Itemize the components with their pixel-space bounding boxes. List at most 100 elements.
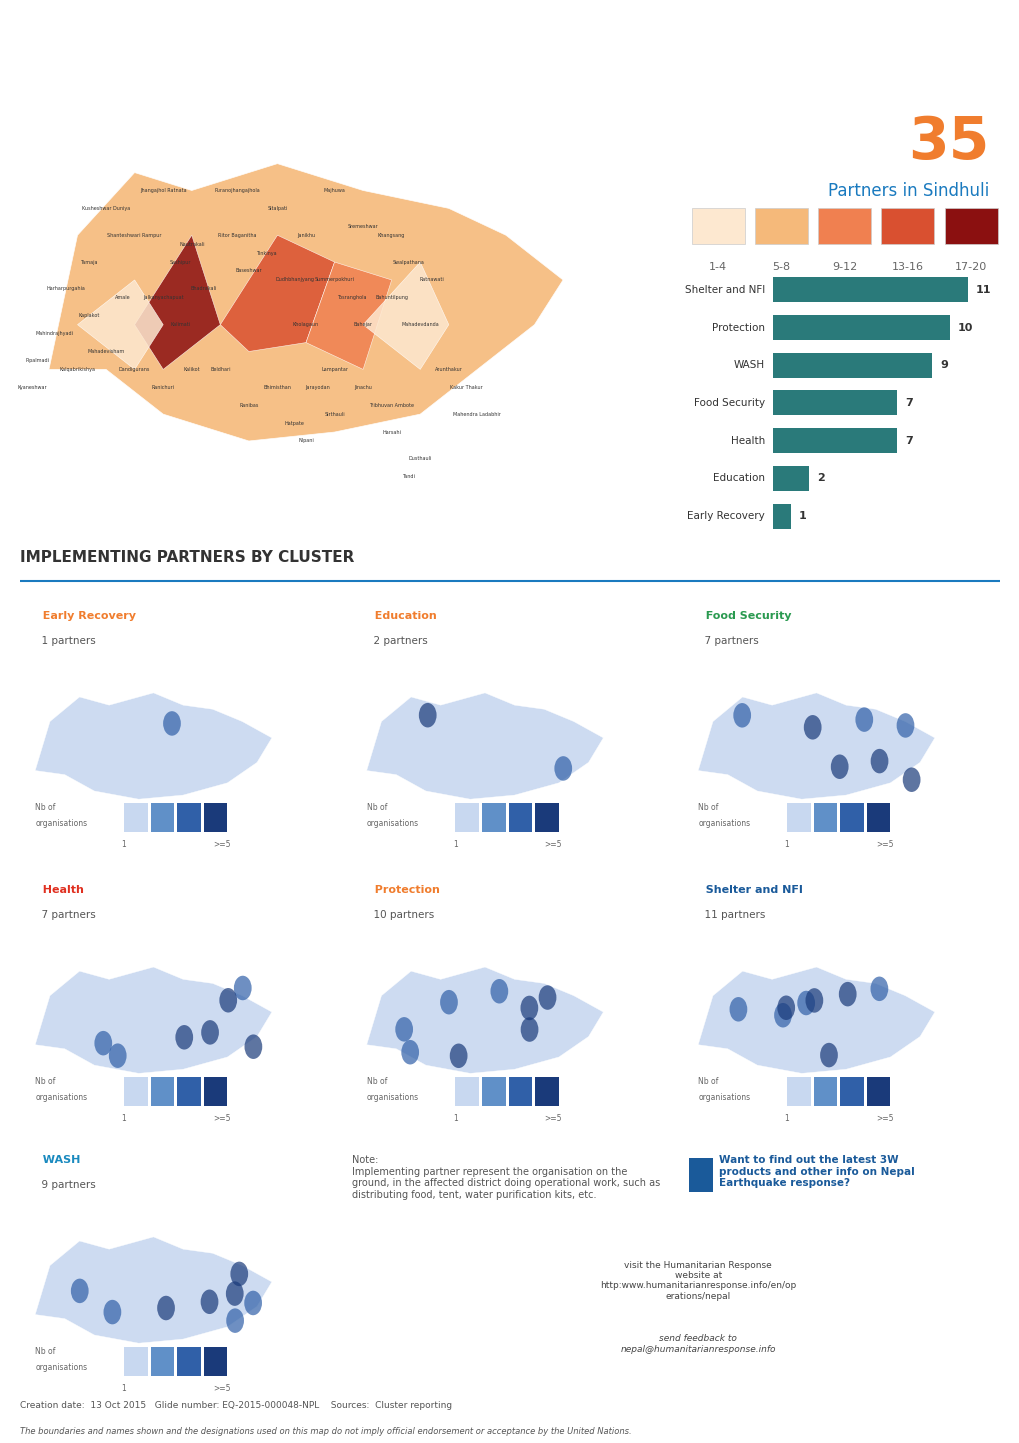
Bar [866,804,890,831]
Bar [772,277,967,303]
Text: 1: 1 [121,840,126,848]
Text: Tosranghola: Tosranghola [336,296,366,300]
Polygon shape [135,235,220,369]
Bar [124,1348,148,1377]
Text: >=5: >=5 [213,1114,230,1123]
Circle shape [219,988,236,1013]
Text: Education: Education [712,473,764,483]
Bar [772,315,949,341]
Bar [772,391,896,416]
Text: Mahadevisham: Mahadevisham [88,349,124,354]
Text: 1: 1 [452,840,458,848]
Circle shape [201,1020,219,1045]
Text: Sirthauli: Sirthauli [324,411,344,417]
Text: Kyaneshwar: Kyaneshwar [17,385,47,390]
Bar [772,352,931,378]
Text: 1: 1 [452,1114,458,1123]
Bar [787,804,810,831]
Bar [177,1078,201,1105]
Bar [151,804,174,831]
Bar [151,1348,174,1377]
Text: 35: 35 [907,114,988,172]
Text: Health: Health [35,885,84,895]
Text: Bahejar: Bahejar [354,322,372,328]
Circle shape [733,703,750,727]
Text: Janikhu: Janikhu [297,232,315,238]
Bar [840,1078,863,1105]
Text: 7: 7 [904,398,912,408]
Text: 11 partners: 11 partners [698,911,765,919]
Text: Ranichuri: Ranichuri [152,385,174,390]
Text: Nb of: Nb of [698,1076,717,1087]
Text: Nb of: Nb of [35,802,55,812]
Text: WASH: WASH [35,1154,81,1165]
Polygon shape [35,967,271,1074]
Bar [204,804,227,831]
Text: Dandigurans: Dandigurans [119,367,150,372]
Circle shape [773,1003,791,1027]
Text: Kholagaun: Kholagaun [292,322,319,328]
Text: Nb of: Nb of [367,802,386,812]
Bar [124,804,148,831]
Text: 1: 1 [121,1114,126,1123]
Circle shape [230,1261,248,1286]
Text: Ritor Baganitha: Ritor Baganitha [218,232,257,238]
Text: Jalkanyachapuat: Jalkanyachapuat [143,296,183,300]
Text: 7: 7 [904,436,912,446]
Text: Protection: Protection [367,885,439,895]
Text: Kalimati: Kalimati [170,322,191,328]
Text: 17-20: 17-20 [954,263,986,273]
Text: Beldhari: Beldhari [210,367,230,372]
Polygon shape [698,967,933,1074]
Text: Kalikot: Kalikot [183,367,200,372]
Bar [177,1348,201,1377]
Text: WASH: WASH [733,361,764,371]
Text: 11: 11 [975,284,990,294]
Circle shape [226,1309,244,1333]
Text: Tamaja: Tamaja [81,260,98,264]
Text: Bhimisthan: Bhimisthan [263,385,291,390]
Circle shape [244,1290,262,1315]
Text: Amale: Amale [115,296,130,300]
Bar [840,804,863,831]
Text: Lampantar: Lampantar [321,367,347,372]
Text: 9: 9 [940,361,948,371]
Text: Kaplakot: Kaplakot [78,313,100,319]
Text: Kakur Thakur: Kakur Thakur [449,385,482,390]
Text: Partners in Sindhuli: Partners in Sindhuli [827,182,988,199]
Text: Baseshwar: Baseshwar [235,268,262,274]
Text: IMPLEMENTING PARTNERS BY CLUSTER: IMPLEMENTING PARTNERS BY CLUSTER [20,550,355,566]
Bar [535,804,558,831]
Circle shape [803,716,820,740]
Bar [535,1078,558,1105]
Text: Arunthakur: Arunthakur [434,367,463,372]
Text: Nipani: Nipani [298,439,314,443]
Circle shape [109,1043,126,1068]
Circle shape [395,1017,413,1042]
Text: Education: Education [367,612,436,620]
Text: 1: 1 [121,1384,126,1392]
Bar [787,1078,810,1105]
Text: 9-12: 9-12 [832,263,856,273]
Bar [482,804,505,831]
Circle shape [520,1017,538,1042]
Text: organisations: organisations [698,820,750,828]
FancyBboxPatch shape [754,208,807,244]
Text: ⊕ OCHA: ⊕ OCHA [897,23,995,42]
Text: Swalpathana: Swalpathana [392,260,424,264]
Bar [772,429,896,453]
Text: >=5: >=5 [213,1384,230,1392]
Text: Sitalpati: Sitalpati [267,206,287,211]
Text: Jhangajhol Ratnata: Jhangajhol Ratnata [140,188,186,193]
Text: The boundaries and names shown and the designations used on this map do not impl: The boundaries and names shown and the d… [20,1427,632,1436]
Text: Sremeshwar: Sremeshwar [347,224,378,229]
Text: 9 partners: 9 partners [35,1180,96,1189]
Text: Creation date:  13 Oct 2015   Glide number: EQ-2015-000048-NPL    Sources:  Clus: Creation date: 13 Oct 2015 Glide number:… [20,1401,452,1410]
Text: NEPAL: Sindhuli - Operational Presence Map: NEPAL: Sindhuli - Operational Presence M… [20,19,467,36]
Text: 2 partners: 2 partners [367,635,427,645]
Text: organisations: organisations [35,1364,88,1372]
Polygon shape [35,1237,271,1343]
Text: send feedback to
nepal@humanitarianresponse.info: send feedback to nepal@humanitarianrespo… [620,1335,775,1354]
Circle shape [95,1030,112,1055]
Text: Ratnawati: Ratnawati [419,277,443,283]
